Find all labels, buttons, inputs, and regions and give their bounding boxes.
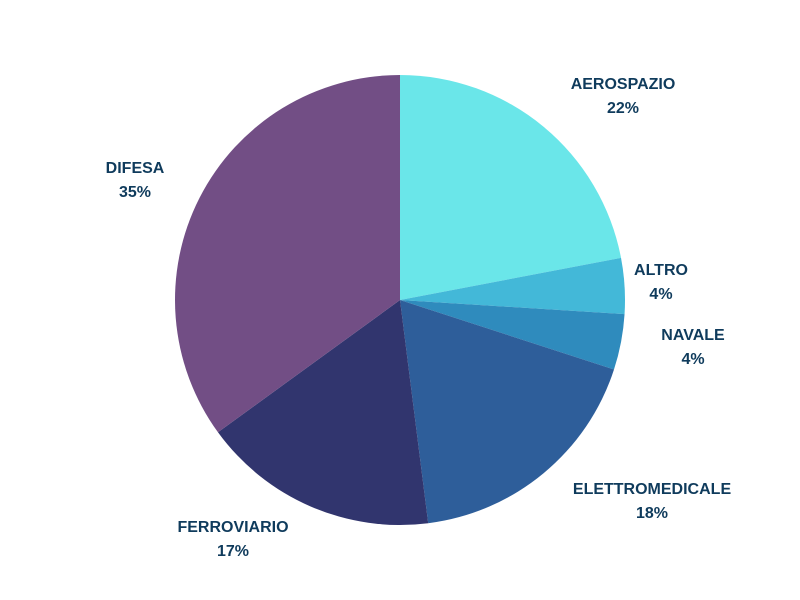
label-aerospazio-value: 22% xyxy=(606,100,640,117)
pie-slice-difesa xyxy=(175,75,400,433)
label-aerospazio-name: AEROSPAZIO xyxy=(570,76,676,93)
label-altro-name: ALTRO xyxy=(634,262,688,279)
label-elettromedicale-value: 18% xyxy=(635,505,669,522)
label-aerospazio: AEROSPAZIO 22% xyxy=(571,73,676,121)
label-navale: NAVALE 4% xyxy=(661,324,724,372)
label-difesa: DIFESA 35% xyxy=(106,157,165,205)
label-ferroviario-value: 17% xyxy=(216,543,250,560)
pie-slice-aerospazio xyxy=(400,75,622,300)
pie-slice-navale xyxy=(400,300,625,370)
label-altro: ALTRO 4% xyxy=(634,259,688,307)
label-navale-value: 4% xyxy=(681,351,705,368)
pie-slice-ferroviario xyxy=(217,300,429,526)
label-elettromedicale: ELETTROMEDICALE 18% xyxy=(573,478,731,526)
label-altro-value: 4% xyxy=(649,286,673,303)
pie-slice-altro xyxy=(400,257,626,315)
label-elettromedicale-name: ELETTROMEDICALE xyxy=(572,481,732,498)
label-ferroviario: FERROVIARIO 17% xyxy=(177,516,288,564)
label-difesa-value: 35% xyxy=(118,184,152,201)
label-ferroviario-name: FERROVIARIO xyxy=(177,519,289,536)
label-navale-name: NAVALE xyxy=(661,327,725,344)
pie-slice-elettromedicale xyxy=(400,300,614,524)
label-difesa-name: DIFESA xyxy=(105,160,165,177)
